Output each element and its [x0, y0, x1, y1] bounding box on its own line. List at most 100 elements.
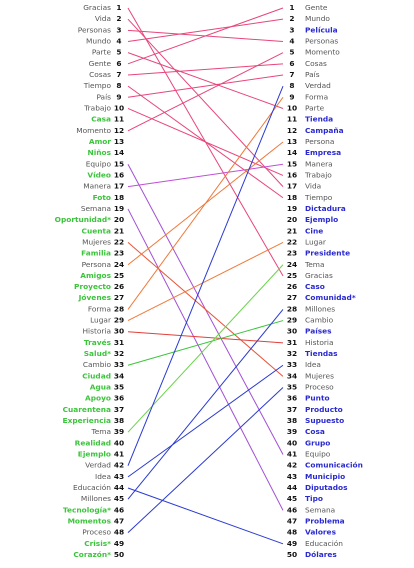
left-rank: 49	[114, 539, 124, 548]
left-word: Tema	[90, 427, 111, 436]
right-word: Supuesto	[305, 416, 344, 425]
right-word: País	[305, 70, 320, 79]
left-rank: 34	[114, 371, 124, 380]
right-rank: 44	[287, 483, 297, 492]
left-word: Proyecto	[74, 282, 111, 291]
left-rank: 23	[114, 249, 124, 258]
left-rank: 22	[114, 237, 124, 246]
right-rank: 15	[287, 159, 297, 168]
right-rank: 19	[287, 204, 297, 213]
right-rank: 35	[287, 383, 297, 392]
right-word: Historia	[305, 338, 334, 347]
left-rank: 38	[114, 416, 124, 425]
rank-link	[127, 163, 284, 188]
right-word: Momento	[305, 48, 340, 57]
left-word: Cambio	[83, 360, 112, 369]
left-word: Tiempo	[83, 81, 112, 90]
right-word: Ejemplo	[305, 215, 338, 224]
right-word: Persona	[305, 137, 334, 146]
right-rank: 12	[287, 126, 297, 135]
left-word: Apoyo	[85, 394, 111, 403]
right-word: Millones	[305, 304, 335, 313]
right-rank: 45	[287, 494, 297, 503]
left-rank: 17	[114, 182, 124, 191]
right-word: Cambio	[305, 316, 334, 325]
rank-link	[127, 364, 284, 478]
left-word: Casa	[91, 115, 111, 124]
right-rank: 17	[287, 182, 297, 191]
left-rank: 21	[114, 226, 124, 235]
right-rank: 21	[287, 226, 297, 235]
left-word: Amigos	[80, 271, 111, 280]
left-rank: 28	[114, 304, 124, 313]
left-rank: 37	[114, 405, 124, 414]
right-word: Gracias	[305, 271, 333, 280]
left-rank: 1	[116, 3, 121, 12]
right-word: Campaña	[305, 126, 344, 135]
left-word: Vídeo	[87, 170, 111, 179]
left-word: Ciudad	[82, 371, 111, 380]
left-word: Niños	[88, 148, 112, 157]
rank-link	[127, 264, 284, 433]
left-word: Gracias	[83, 3, 111, 12]
left-rank: 40	[114, 438, 124, 447]
right-rank: 16	[287, 170, 297, 179]
right-word: Producto	[305, 405, 343, 414]
right-rank: 14	[287, 148, 297, 157]
left-word: Trabajo	[83, 103, 111, 112]
right-word: Semana	[305, 505, 335, 514]
rank-link	[127, 242, 284, 377]
left-word: Amor	[89, 137, 111, 146]
right-rank: 25	[287, 271, 297, 280]
rank-link	[127, 320, 284, 366]
right-word: Tiempo	[304, 193, 333, 202]
right-word: Trabajo	[304, 170, 332, 179]
right-word: Cosas	[305, 59, 327, 68]
left-rank: 30	[114, 327, 124, 336]
left-rank: 45	[114, 494, 124, 503]
left-word: Manera	[83, 182, 111, 191]
left-word: Cuenta	[82, 226, 111, 235]
left-word: Momentos	[68, 517, 112, 526]
right-rank: 5	[289, 48, 294, 57]
left-rank: 3	[116, 25, 121, 34]
left-word: Agua	[90, 383, 111, 392]
left-word: Ejemplo	[78, 450, 111, 459]
left-word: Mujeres	[82, 237, 111, 246]
left-rank: 11	[114, 115, 124, 124]
right-rank: 36	[287, 394, 297, 403]
left-rank: 4	[116, 36, 121, 45]
left-rank: 2	[116, 14, 121, 23]
left-rank: 18	[114, 193, 124, 202]
right-rank: 41	[287, 450, 297, 459]
left-word: Través	[84, 338, 112, 347]
right-rank: 40	[287, 438, 297, 447]
left-rank: 20	[114, 215, 124, 224]
left-rank: 14	[114, 148, 124, 157]
left-rank: 35	[114, 383, 124, 392]
rank-link	[127, 18, 284, 42]
left-rank: 27	[114, 293, 124, 302]
left-word: Idea	[95, 472, 111, 481]
left-word: Forma	[88, 304, 111, 313]
right-rank: 18	[287, 193, 297, 202]
rank-link	[127, 487, 284, 545]
left-rank: 43	[114, 472, 124, 481]
rank-link	[127, 74, 284, 98]
right-rank: 37	[287, 405, 297, 414]
left-rank: 31	[114, 338, 124, 347]
right-word: Cine	[305, 226, 323, 235]
rank-link	[127, 18, 284, 187]
right-rank: 9	[289, 92, 294, 101]
right-rank: 10	[287, 103, 297, 112]
rank-link	[127, 309, 284, 500]
left-rank: 32	[114, 349, 124, 358]
left-rank: 6	[116, 59, 121, 68]
right-word: Manera	[305, 159, 333, 168]
right-rank: 24	[287, 260, 297, 269]
left-word: Personas	[78, 25, 111, 34]
links	[127, 7, 284, 545]
right-word: Verdad	[305, 81, 331, 90]
right-rank: 32	[287, 349, 297, 358]
